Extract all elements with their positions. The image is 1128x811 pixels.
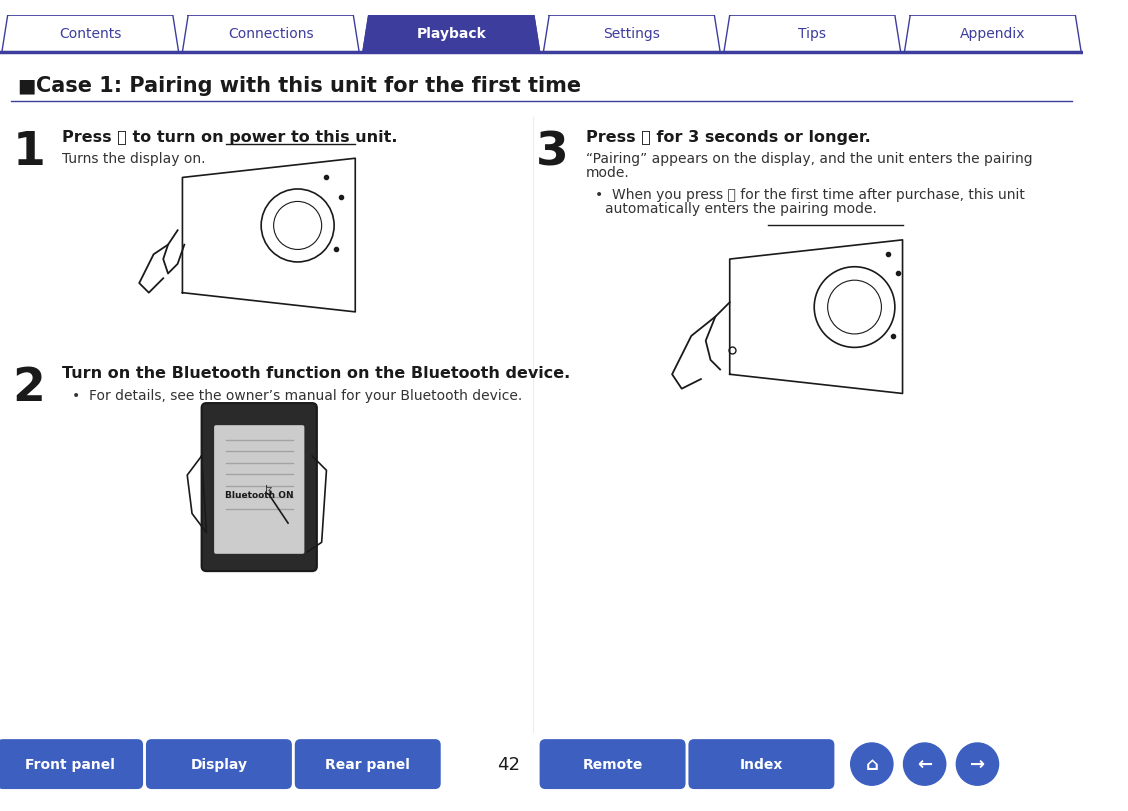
Text: Front panel: Front panel	[25, 757, 115, 771]
FancyBboxPatch shape	[688, 739, 835, 789]
Text: “Pairing” appears on the display, and the unit enters the pairing: “Pairing” appears on the display, and th…	[585, 152, 1032, 165]
Text: mode.: mode.	[585, 165, 629, 180]
FancyBboxPatch shape	[0, 739, 143, 789]
Text: ⌂: ⌂	[865, 755, 879, 773]
FancyBboxPatch shape	[539, 739, 686, 789]
Text: 1: 1	[12, 131, 45, 175]
Text: 3: 3	[536, 131, 569, 175]
Text: Tips: Tips	[799, 28, 827, 41]
Polygon shape	[363, 16, 539, 53]
Text: •  When you press ⓥ for the first time after purchase, this unit: • When you press ⓥ for the first time af…	[596, 188, 1025, 202]
Text: Appendix: Appendix	[960, 28, 1025, 41]
Polygon shape	[2, 16, 178, 53]
Text: ←: ←	[917, 755, 932, 773]
FancyBboxPatch shape	[202, 404, 317, 572]
FancyBboxPatch shape	[294, 739, 441, 789]
Polygon shape	[544, 16, 720, 53]
Circle shape	[904, 743, 945, 785]
Text: 42: 42	[497, 755, 520, 773]
Text: automatically enters the pairing mode.: automatically enters the pairing mode.	[605, 202, 876, 217]
Text: Press ⓥ for 3 seconds or longer.: Press ⓥ for 3 seconds or longer.	[585, 131, 871, 145]
Polygon shape	[905, 16, 1081, 53]
Text: Connections: Connections	[228, 28, 314, 41]
Circle shape	[851, 743, 893, 785]
Text: Case 1: Pairing with this unit for the first time: Case 1: Pairing with this unit for the f…	[36, 76, 582, 97]
Text: •  For details, see the owner’s manual for your Bluetooth device.: • For details, see the owner’s manual fo…	[72, 388, 522, 402]
Text: Remote: Remote	[582, 757, 643, 771]
Text: Bluetooth ON: Bluetooth ON	[224, 490, 293, 500]
Text: 2: 2	[12, 365, 45, 410]
Text: Rear panel: Rear panel	[325, 757, 411, 771]
Text: Display: Display	[191, 757, 247, 771]
Text: Turn on the Bluetooth function on the Bluetooth device.: Turn on the Bluetooth function on the Bl…	[62, 365, 571, 380]
FancyBboxPatch shape	[214, 426, 305, 554]
Text: ■: ■	[17, 77, 36, 96]
Polygon shape	[183, 16, 359, 53]
Text: Contents: Contents	[59, 28, 122, 41]
Text: Turns the display on.: Turns the display on.	[62, 152, 206, 165]
Text: Playback: Playback	[416, 28, 486, 41]
Text: Index: Index	[740, 757, 783, 771]
Text: ɮ: ɮ	[265, 485, 273, 495]
Text: →: →	[970, 755, 985, 773]
Text: Press ⏻ to turn on power to this unit.: Press ⏻ to turn on power to this unit.	[62, 131, 398, 145]
FancyBboxPatch shape	[146, 739, 292, 789]
Circle shape	[957, 743, 998, 785]
Text: Settings: Settings	[603, 28, 660, 41]
Polygon shape	[724, 16, 900, 53]
